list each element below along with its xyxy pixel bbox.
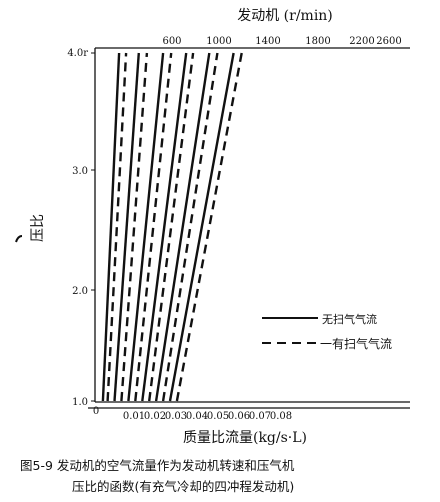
- speed-label-1800: 1800: [305, 36, 330, 47]
- series-line-1800-solid: [141, 52, 188, 402]
- plot-frame: [88, 47, 410, 409]
- y-tick-label-3.0: 3.0: [72, 166, 88, 177]
- legend: 无扫气气流 一有扫气气流: [258, 306, 410, 358]
- speed-label-2600: 2600: [376, 36, 401, 47]
- series-line-1400-solid: [127, 52, 165, 402]
- legend-solid-label: 无扫气气流: [322, 312, 377, 326]
- x-axis-label: 质量比流量(kg/s·L): [183, 430, 307, 446]
- x-tick-label-0.07: 0.07: [249, 411, 271, 422]
- speed-label-1400: 1400: [255, 36, 280, 47]
- y-tick-label-4.0: 4.0r: [67, 48, 88, 59]
- speed-labels: 600 1000 1400 1800 2200 2600: [162, 36, 401, 47]
- y-tick-label-2.0: 2.0: [72, 286, 88, 297]
- x-tick-label-0.02: 0.02: [144, 411, 166, 422]
- series-line-2200-dashed: [161, 52, 219, 402]
- series-line-600-solid: [101, 52, 121, 402]
- x-ticks: 0 0.01 0.02 0.03 0.04 0.05 0.06 0.07 0.0…: [93, 406, 292, 422]
- series-line-2600-dashed: [175, 52, 243, 402]
- y-axis-label: 压比: [30, 214, 46, 242]
- y-ticks: 1.0 2.0 3.0 4.0r: [67, 48, 95, 408]
- x-tick-label-0.05: 0.05: [207, 411, 229, 422]
- series-line-2600-solid: [168, 52, 235, 402]
- y-tick-label-1.0: 1.0: [72, 397, 88, 408]
- x-tick-label-0.03: 0.03: [165, 411, 187, 422]
- series-line-2200-solid: [154, 52, 211, 402]
- x-tick-label-0: 0: [93, 406, 99, 417]
- caption-line-1: 图5-9 发动机的空气流量作为发动机转速和压气机: [20, 458, 295, 473]
- caption-line-2: 压比的函数(有充气冷却的四冲程发动机): [72, 479, 294, 494]
- series-line-1400-dashed: [134, 52, 173, 402]
- x-tick-label-0.01: 0.01: [123, 411, 145, 422]
- series-layer: [101, 52, 243, 402]
- speed-label-2200: 2200: [349, 36, 374, 47]
- speed-label-600: 600: [162, 36, 181, 47]
- legend-bg: [258, 306, 410, 358]
- speed-label-1000: 1000: [206, 36, 231, 47]
- series-line-1800-dashed: [148, 52, 195, 402]
- chart-title: 发动机 (r/min): [237, 8, 333, 24]
- x-tick-label-0.04: 0.04: [186, 411, 208, 422]
- legend-dashed-label: 一有扫气气流: [320, 336, 392, 351]
- series-line-1000-solid: [113, 52, 140, 402]
- axis-mark-icon: [15, 235, 23, 243]
- x-tick-label-0.08: 0.08: [270, 411, 292, 422]
- x-tick-label-0.06: 0.06: [228, 411, 250, 422]
- series-line-1000-dashed: [120, 52, 149, 402]
- series-line-600-dashed: [106, 52, 128, 402]
